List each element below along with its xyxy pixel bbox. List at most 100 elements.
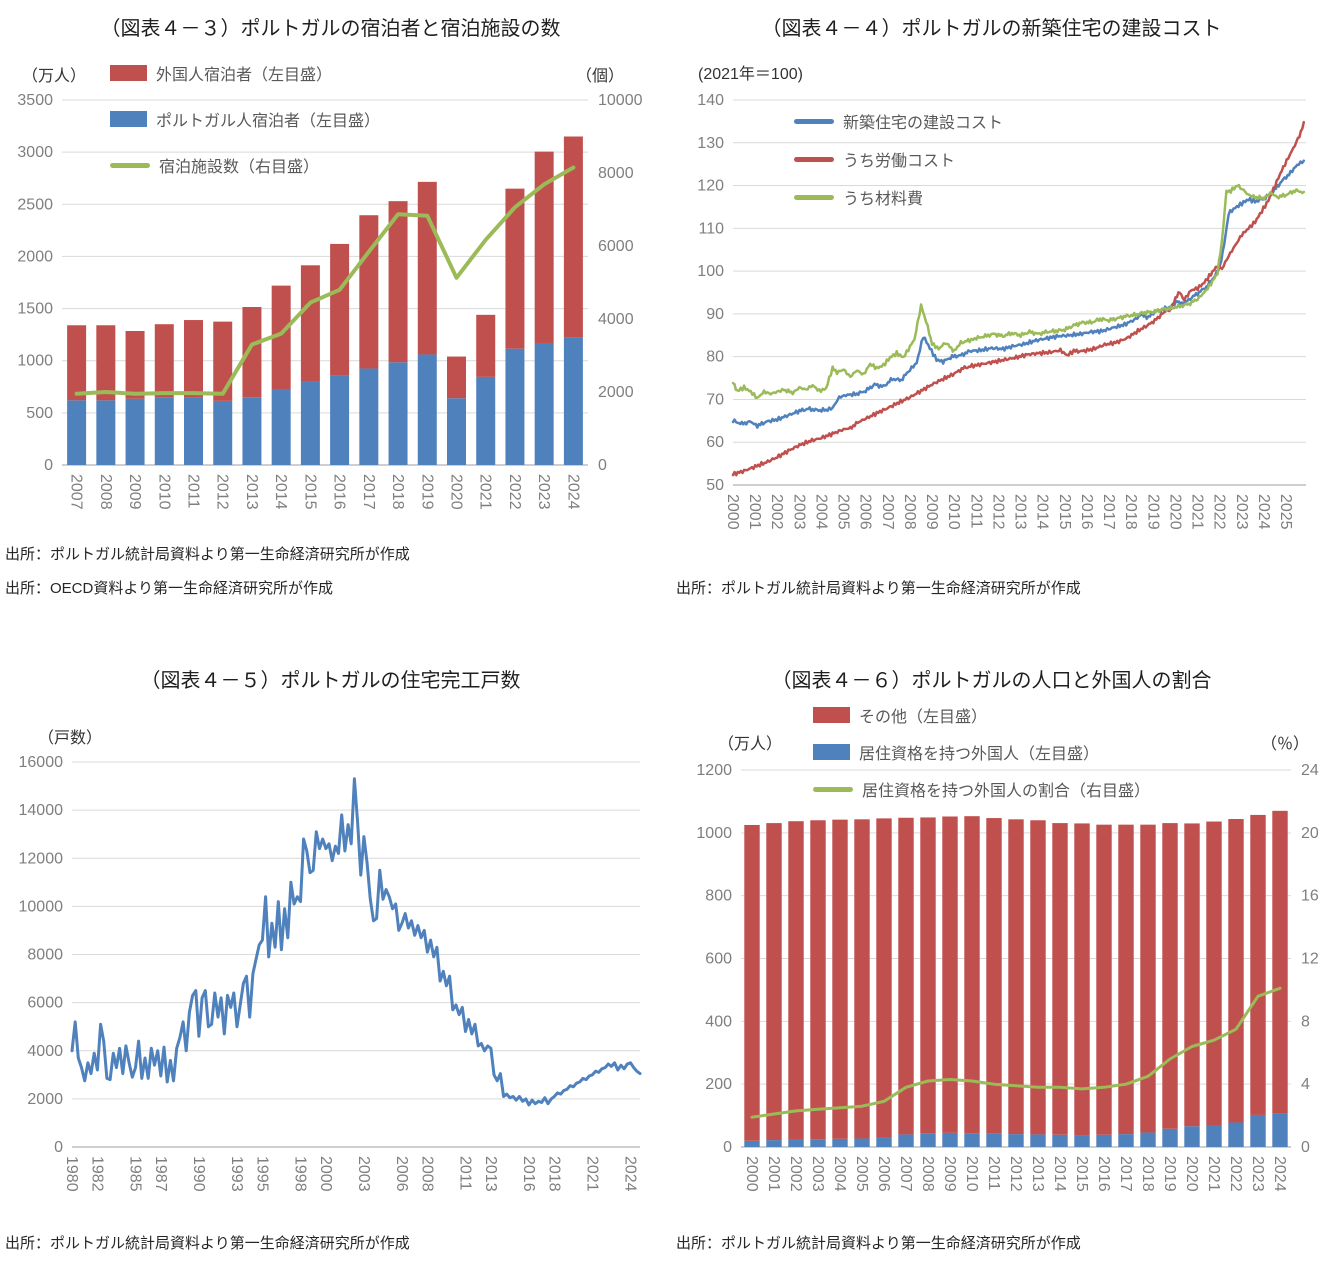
x-axis-label: 2021	[583, 1156, 600, 1192]
x-axis-label: 2019	[1144, 494, 1161, 530]
x-axis-label: 2020	[1166, 494, 1183, 530]
axis-tick-label: 400	[705, 1013, 732, 1030]
bar-segment	[359, 368, 379, 465]
legend-item: 外国人宿泊者（左目盛）	[110, 64, 380, 84]
legend-label: 居住資格を持つ外国人の割合（右目盛）	[862, 783, 1151, 800]
bar-segment	[1162, 823, 1178, 1129]
x-axis-label: 2017	[1117, 1156, 1134, 1192]
bar-segment	[1228, 819, 1244, 1123]
axis-tick-label: 14000	[19, 802, 64, 819]
panel-fig4-6: 0 200 400 600 800 1000 1200 0 4 8 12 16 20 24 2000 2001…	[661, 620, 1322, 1256]
axis-tick-label: 6000	[598, 238, 634, 255]
bar-segment	[125, 330, 145, 399]
bar-segment	[744, 1140, 760, 1147]
bar-segment	[330, 243, 350, 376]
x-axis-label: 2008	[901, 494, 918, 530]
x-axis-label: 2012	[989, 494, 1006, 530]
x-axis-label: 2010	[963, 1156, 980, 1192]
x-axis-label: 2003	[355, 1156, 372, 1192]
axis-tick-label: 3000	[17, 144, 53, 161]
legend-line-swatch-icon	[813, 786, 853, 792]
bar-segment	[300, 381, 320, 465]
x-axis-label: 1995	[253, 1156, 270, 1192]
bar-segment	[876, 1137, 892, 1147]
x-axis-label: 2018	[545, 1156, 562, 1192]
line-series	[731, 183, 1306, 400]
panel-fig4-5: 0 2000 4000 6000 8000 10000 12000 14000 16000 198…	[0, 620, 661, 1256]
axis-tick-label: 0	[598, 457, 607, 474]
axis-tick-label: 100	[697, 263, 724, 280]
bar-segment	[388, 201, 408, 363]
source-notes: 出所：ポルトガル統計局資料より第一生命経済研究所が作成 出所：OECD資料より第…	[5, 543, 410, 611]
x-axis-label: 2008	[919, 1156, 936, 1192]
bar-segment	[476, 376, 496, 465]
axis-tick-label: 24	[1301, 762, 1319, 779]
x-axis-label: 2016	[1095, 1156, 1112, 1192]
bar-segment	[1206, 821, 1222, 1126]
axis-tick-label: 2000	[598, 384, 634, 401]
legend-label: その他（左目盛）	[859, 709, 988, 726]
legend-bar-swatch-icon	[813, 707, 850, 723]
bar-segment	[1228, 1122, 1244, 1147]
x-axis-label: 2016	[520, 1156, 537, 1192]
x-axis-label: 2007	[897, 1156, 914, 1192]
x-axis-label: 2022	[1227, 1156, 1244, 1192]
x-axis-label: 2013	[243, 474, 260, 510]
bar-segment	[1052, 1134, 1068, 1147]
line-series	[70, 777, 642, 1107]
x-axis-label: 2024	[1255, 494, 1272, 530]
x-axis-label: 1980	[63, 1156, 80, 1192]
index-base-note: (2021年＝100)	[698, 66, 803, 83]
bar-segment	[1030, 820, 1046, 1135]
x-axis-label: 2000	[317, 1156, 334, 1192]
axis-tick-label: 0	[723, 1139, 732, 1156]
x-axis-label: 2022	[1211, 494, 1228, 530]
x-axis-label: 2006	[875, 1156, 892, 1192]
x-axis-label: 2020	[1183, 1156, 1200, 1192]
legend-bar-swatch-icon	[110, 65, 147, 81]
axis-tick-label: 2000	[17, 248, 53, 265]
axis-tick-label: 10000	[19, 898, 64, 915]
panel-fig4-4: 50 60 70 80 90 100 110 120 130 140 2000 2001 2002 200…	[661, 0, 1322, 620]
bar-segment	[766, 823, 782, 1141]
axis-tick-label: 70	[706, 391, 724, 408]
x-axis-label: 2004	[812, 494, 829, 530]
axis-tick-label: 4000	[598, 311, 634, 328]
x-axis-label: 1982	[88, 1156, 105, 1192]
axis-tick-label: 90	[706, 306, 724, 323]
left-axis-unit: （万人）	[718, 736, 783, 753]
x-axis-label: 2008	[418, 1156, 435, 1192]
chart-title: （図表４－３）ポルトガルの宿泊者と宿泊施設の数	[100, 18, 561, 40]
source-line: 出所：ポルトガル統計局資料より第一生命経済研究所が作成	[676, 1235, 1081, 1252]
bar-segment	[986, 1133, 1002, 1147]
right-axis-unit: （％）	[1261, 736, 1310, 753]
x-axis-label: 2016	[1078, 494, 1095, 530]
bar-segment	[832, 1138, 848, 1147]
x-axis-label: 2005	[835, 494, 852, 530]
x-axis-label: 2002	[787, 1156, 804, 1192]
axis-tick-label: 0	[1301, 1139, 1310, 1156]
axis-tick-label: 8	[1301, 1013, 1310, 1030]
x-axis-label: 2011	[185, 474, 202, 509]
x-axis-label: 2021	[477, 474, 494, 510]
chart-legend: 新築住宅の建設コスト うち労働コスト うち材料費	[794, 112, 1003, 208]
axis-tick-label: 1200	[696, 762, 732, 779]
left-axis-unit: （万人）	[22, 68, 87, 85]
bar-segment	[154, 397, 174, 465]
x-axis-label: 2012	[1007, 1156, 1024, 1192]
legend-line-swatch-icon	[794, 194, 834, 200]
x-axis-label: 2021	[1205, 1156, 1222, 1192]
axis-tick-label: 200	[705, 1076, 732, 1093]
x-axis-label: 2006	[393, 1156, 410, 1192]
legend-line-swatch-icon	[794, 156, 834, 162]
legend-label: うち材料費	[843, 191, 924, 208]
x-axis-label: 2009	[941, 1156, 958, 1192]
bar-segment	[476, 314, 496, 377]
legend-bar-swatch-icon	[813, 744, 850, 760]
x-axis-label: 2009	[923, 494, 940, 530]
bar-segment	[154, 324, 174, 398]
x-axis-label: 2018	[1122, 494, 1139, 530]
chart-title: （図表４－５）ポルトガルの住宅完工戸数	[140, 670, 521, 692]
axis-tick-label: 4000	[27, 1043, 63, 1060]
axis-tick-label: 60	[706, 434, 724, 451]
